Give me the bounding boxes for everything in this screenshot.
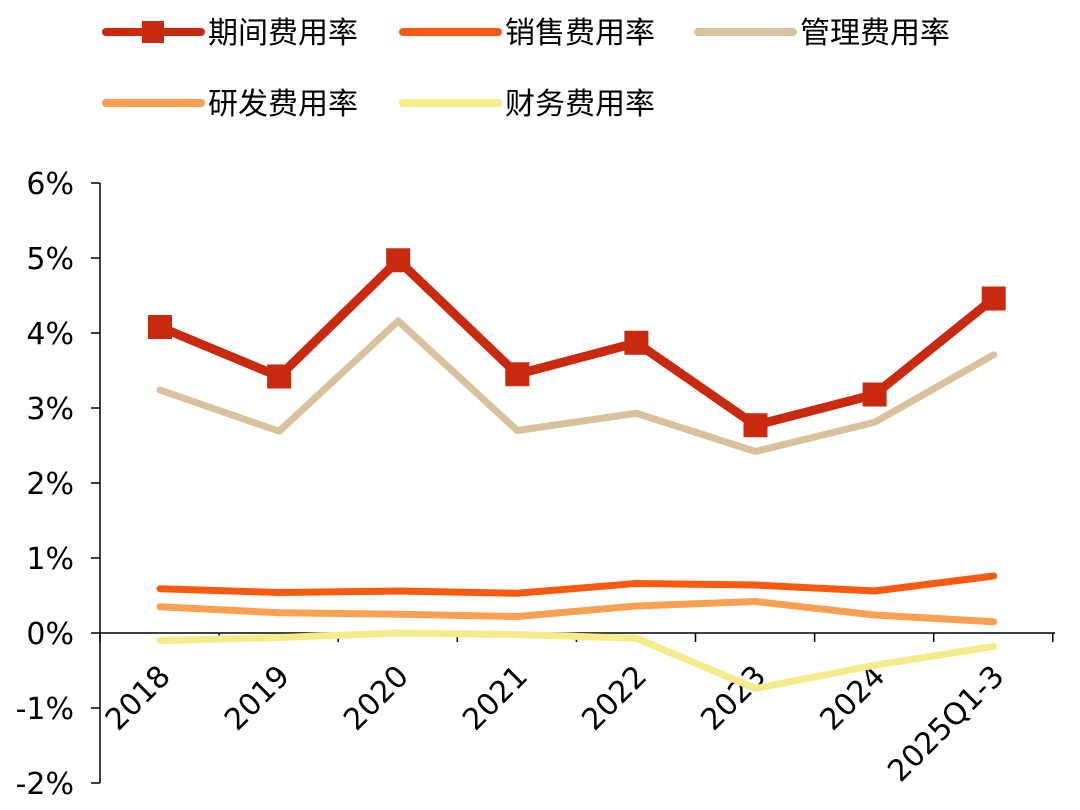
y-tick-label: 3%: [26, 392, 74, 427]
data-point-marker: [862, 382, 887, 407]
data-point-marker: [981, 286, 1006, 311]
data-point-marker: [505, 362, 530, 387]
y-tick-label: -1%: [16, 692, 74, 727]
y-tick-label: 1%: [26, 542, 74, 577]
series-line: [156, 317, 998, 455]
x-tick-label: 2019: [218, 659, 297, 738]
series-line: [156, 629, 998, 692]
data-point-marker: [743, 413, 768, 438]
data-point-marker: [624, 330, 649, 355]
legend-label: 研发费用率: [208, 87, 358, 122]
legend-label: 管理费用率: [800, 16, 950, 51]
x-tick-label: 2018: [99, 659, 178, 738]
y-tick-label: 2%: [26, 467, 74, 502]
series-line: [156, 598, 998, 626]
data-point-marker: [386, 248, 411, 273]
y-tick-label: 4%: [26, 317, 74, 352]
x-tick-label: 2021: [456, 659, 535, 738]
legend-label: 销售费用率: [505, 16, 655, 51]
y-tick-label: 0%: [26, 617, 74, 652]
plot-area: [148, 248, 1006, 692]
x-tick-label: 2022: [575, 659, 654, 738]
data-point-marker: [148, 315, 172, 339]
data-point-marker: [267, 364, 292, 389]
legend-label: 期间费用率: [208, 16, 358, 51]
y-axis: -2% -1% 0% 1% 2% 3% 4% 5% 6%: [16, 167, 101, 802]
x-tick-label: 2025Q1-3: [881, 659, 1011, 789]
y-tick-label: 5%: [26, 242, 74, 277]
series-line: [156, 572, 998, 597]
legend-label: 财务费用率: [505, 87, 655, 122]
legend-marker: [142, 21, 164, 43]
series-line: [155, 255, 999, 430]
y-tick-label: -2%: [16, 767, 74, 802]
y-tick-label: 6%: [26, 167, 74, 202]
x-tick-label: 2020: [337, 659, 416, 738]
